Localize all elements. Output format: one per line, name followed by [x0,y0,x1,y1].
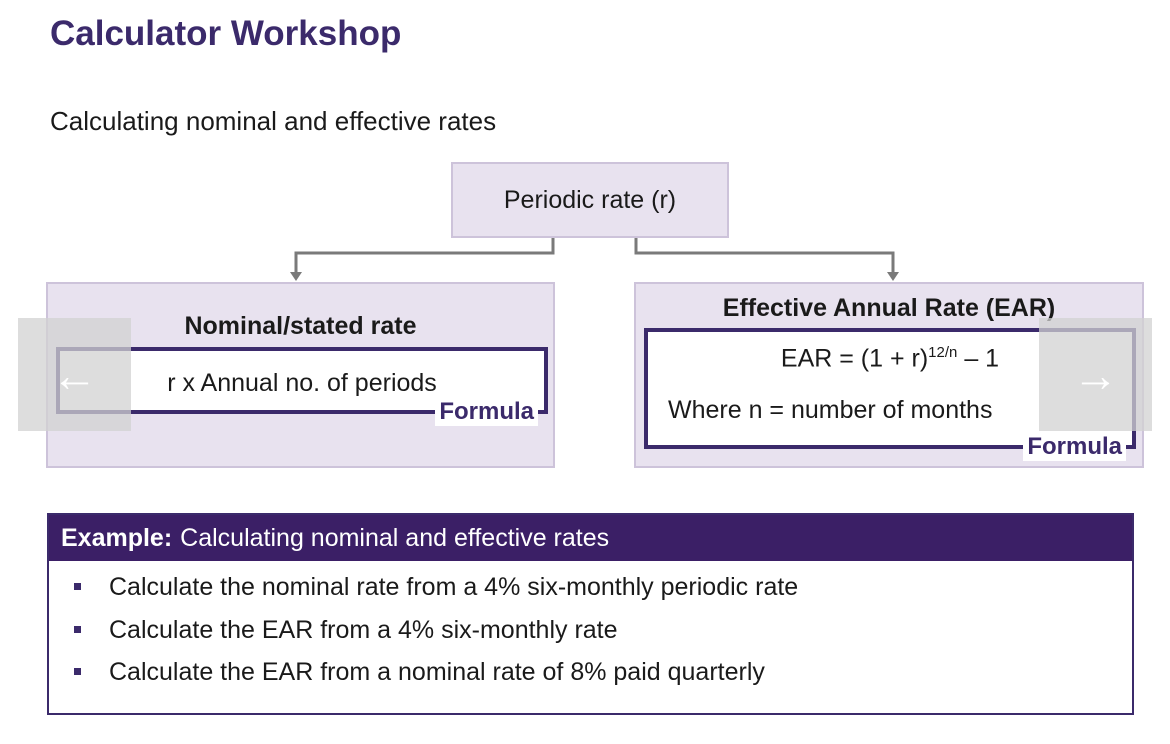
list-item: Calculate the EAR from a 4% six-monthly … [74,616,618,645]
ear-title: Effective Annual Rate (EAR) [722,294,1056,322]
connector-to-ear [634,238,895,276]
nominal-formula-text: r x Annual no. of periods [167,369,437,397]
connector-to-nominal [294,238,555,276]
nominal-formula-box: r x Annual no. of periods Formula [56,347,548,426]
bullet-icon [74,583,81,590]
nominal-rate-title: Nominal/stated rate [184,312,417,340]
periodic-rate-box: Periodic rate (r) [451,162,729,238]
arrowhead-ear [887,272,899,281]
nominal-formula-tag: Formula [435,398,538,426]
ear-panel: Effective Annual Rate (EAR) EAR = (1 + r… [634,282,1144,468]
ear-formula-text: EAR = (1 + r)12/n – 1 [648,344,1132,373]
example-box: Example: Calculating nominal and effecti… [47,513,1134,715]
bullet-icon [74,668,81,675]
list-item-text: Calculate the nominal rate from a 4% six… [109,573,799,601]
next-slide-button[interactable]: → [1039,318,1152,431]
periodic-rate-label: Periodic rate (r) [503,185,677,214]
arrow-right-icon: → [1072,348,1119,401]
page-title: Calculator Workshop [50,14,402,53]
ear-formula-prefix: EAR = (1 + r) [780,344,929,373]
list-item: Calculate the nominal rate from a 4% six… [74,573,799,602]
example-label: Example: [61,523,173,552]
list-item-text: Calculate the EAR from a 4% six-monthly … [109,616,618,644]
example-heading: Calculating nominal and effective rates [180,523,610,552]
prev-slide-button[interactable]: ← [18,318,131,431]
bullet-icon [74,626,81,633]
arrowhead-nominal [290,272,302,281]
ear-formula-tag: Formula [1023,433,1126,461]
ear-formula-suffix: – 1 [957,344,1000,373]
ear-where-text: Where n = number of months [668,396,993,424]
arrow-left-icon: ← [51,348,98,401]
example-header: Example: Calculating nominal and effecti… [49,515,1132,561]
page-subtitle: Calculating nominal and effective rates [50,106,497,136]
list-item: Calculate the EAR from a nominal rate of… [74,658,765,687]
list-item-text: Calculate the EAR from a nominal rate of… [109,658,765,686]
ear-formula-exponent: 12/n [928,344,958,361]
